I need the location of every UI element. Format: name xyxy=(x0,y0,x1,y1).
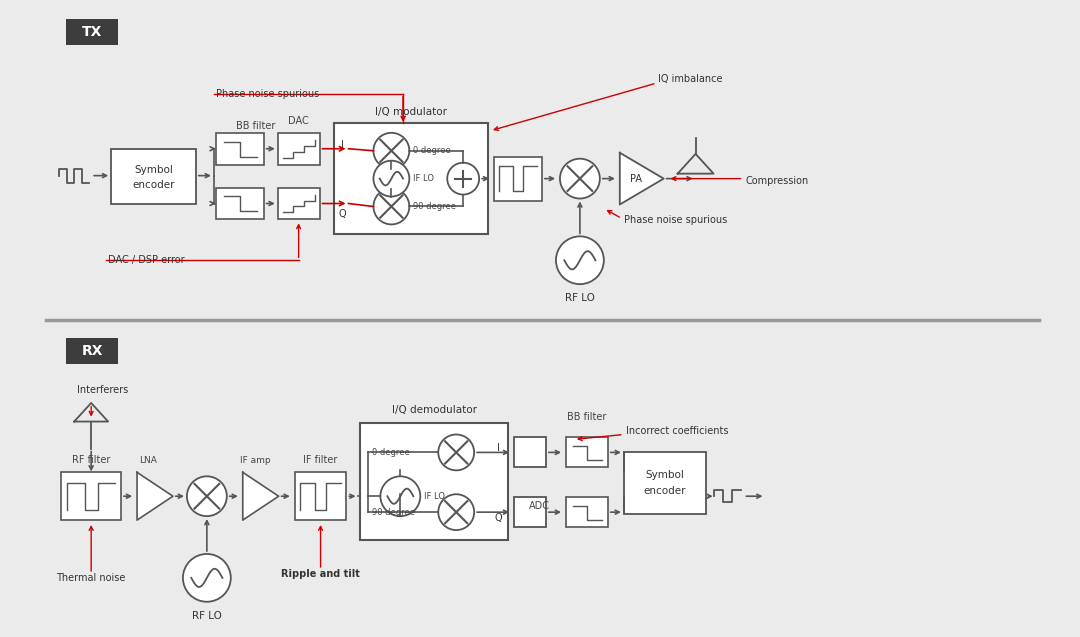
Text: Thermal noise: Thermal noise xyxy=(56,573,126,583)
Text: Incorrect coefficients: Incorrect coefficients xyxy=(625,426,728,436)
Circle shape xyxy=(438,494,474,530)
Bar xyxy=(361,422,508,540)
Text: I/Q demodulator: I/Q demodulator xyxy=(392,404,476,415)
Text: encoder: encoder xyxy=(644,486,686,496)
Circle shape xyxy=(374,161,409,197)
Text: RF filter: RF filter xyxy=(72,455,110,466)
Text: 90 degree: 90 degree xyxy=(373,508,416,517)
Text: I: I xyxy=(497,443,500,454)
Circle shape xyxy=(380,476,420,516)
Text: encoder: encoder xyxy=(132,180,175,190)
Polygon shape xyxy=(137,472,173,520)
Text: I/Q modulator: I/Q modulator xyxy=(375,107,447,117)
Circle shape xyxy=(374,189,409,224)
Text: IF filter: IF filter xyxy=(303,455,338,466)
Text: Ripple and tilt: Ripple and tilt xyxy=(281,569,360,579)
Text: RX: RX xyxy=(81,344,103,358)
Text: IF LO: IF LO xyxy=(424,492,445,501)
Circle shape xyxy=(374,132,409,169)
Circle shape xyxy=(183,554,231,602)
Text: Q: Q xyxy=(495,513,502,523)
Text: IQ imbalance: IQ imbalance xyxy=(658,74,723,84)
Circle shape xyxy=(187,476,227,516)
Text: RF LO: RF LO xyxy=(192,611,221,620)
Text: 0 degree: 0 degree xyxy=(373,448,410,457)
Bar xyxy=(566,497,608,527)
Text: 0 degree: 0 degree xyxy=(414,147,451,155)
Text: ADC: ADC xyxy=(529,501,550,511)
Bar xyxy=(278,132,320,165)
Bar xyxy=(216,132,264,165)
Text: I: I xyxy=(341,140,343,150)
Text: 90 degree: 90 degree xyxy=(414,202,457,211)
Text: DAC: DAC xyxy=(288,116,309,126)
Text: Symbol: Symbol xyxy=(645,470,684,480)
Text: RF LO: RF LO xyxy=(565,293,595,303)
Bar xyxy=(66,19,118,45)
Text: LNA: LNA xyxy=(139,456,157,465)
Bar xyxy=(111,149,195,204)
Text: BB filter: BB filter xyxy=(237,121,275,131)
Bar xyxy=(334,123,488,234)
Bar xyxy=(216,187,264,219)
Bar xyxy=(278,187,320,219)
Text: TX: TX xyxy=(82,25,103,39)
Circle shape xyxy=(559,159,599,199)
Circle shape xyxy=(447,162,480,194)
Circle shape xyxy=(556,236,604,284)
Circle shape xyxy=(438,434,474,470)
Text: DAC / DSP error: DAC / DSP error xyxy=(108,255,185,265)
Bar xyxy=(295,472,347,520)
Text: Interferers: Interferers xyxy=(77,385,129,395)
Text: BB filter: BB filter xyxy=(567,412,607,422)
Polygon shape xyxy=(243,472,279,520)
Bar xyxy=(62,472,121,520)
Bar xyxy=(624,452,705,514)
Bar xyxy=(66,338,118,364)
Bar xyxy=(495,157,542,201)
Text: IF amp: IF amp xyxy=(240,456,271,465)
Text: Symbol: Symbol xyxy=(134,164,173,175)
Text: Q: Q xyxy=(339,210,347,220)
Text: Compression: Compression xyxy=(745,176,809,185)
Text: Phase noise spurious: Phase noise spurious xyxy=(624,215,727,225)
Bar xyxy=(566,438,608,468)
Polygon shape xyxy=(620,153,664,204)
Bar xyxy=(514,438,546,468)
Text: PA: PA xyxy=(631,174,643,183)
Bar xyxy=(514,497,546,527)
Text: IF LO: IF LO xyxy=(414,174,434,183)
Text: Phase noise spurious: Phase noise spurious xyxy=(216,89,319,99)
